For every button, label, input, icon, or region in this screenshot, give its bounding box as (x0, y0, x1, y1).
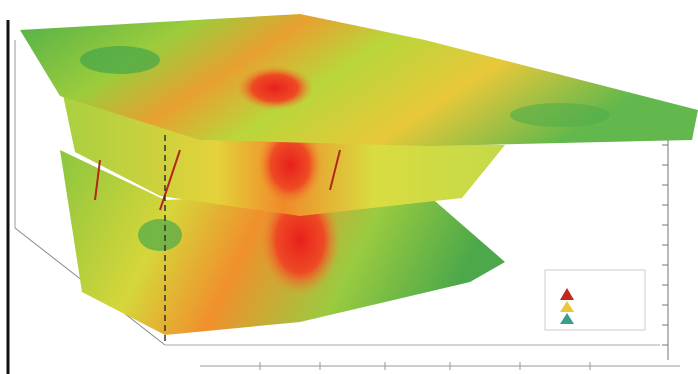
legend-symbol (560, 301, 574, 312)
legend (544, 269, 646, 331)
anomaly (258, 125, 322, 205)
bottom-axis (200, 362, 680, 370)
legend-symbol (560, 288, 574, 300)
low-zone (80, 46, 160, 74)
fault-line (94, 149, 341, 211)
low-zone (138, 219, 182, 251)
right-axis (662, 140, 669, 360)
low-zone (510, 103, 610, 127)
legend-symbol (560, 313, 574, 324)
anomaly (237, 66, 313, 110)
